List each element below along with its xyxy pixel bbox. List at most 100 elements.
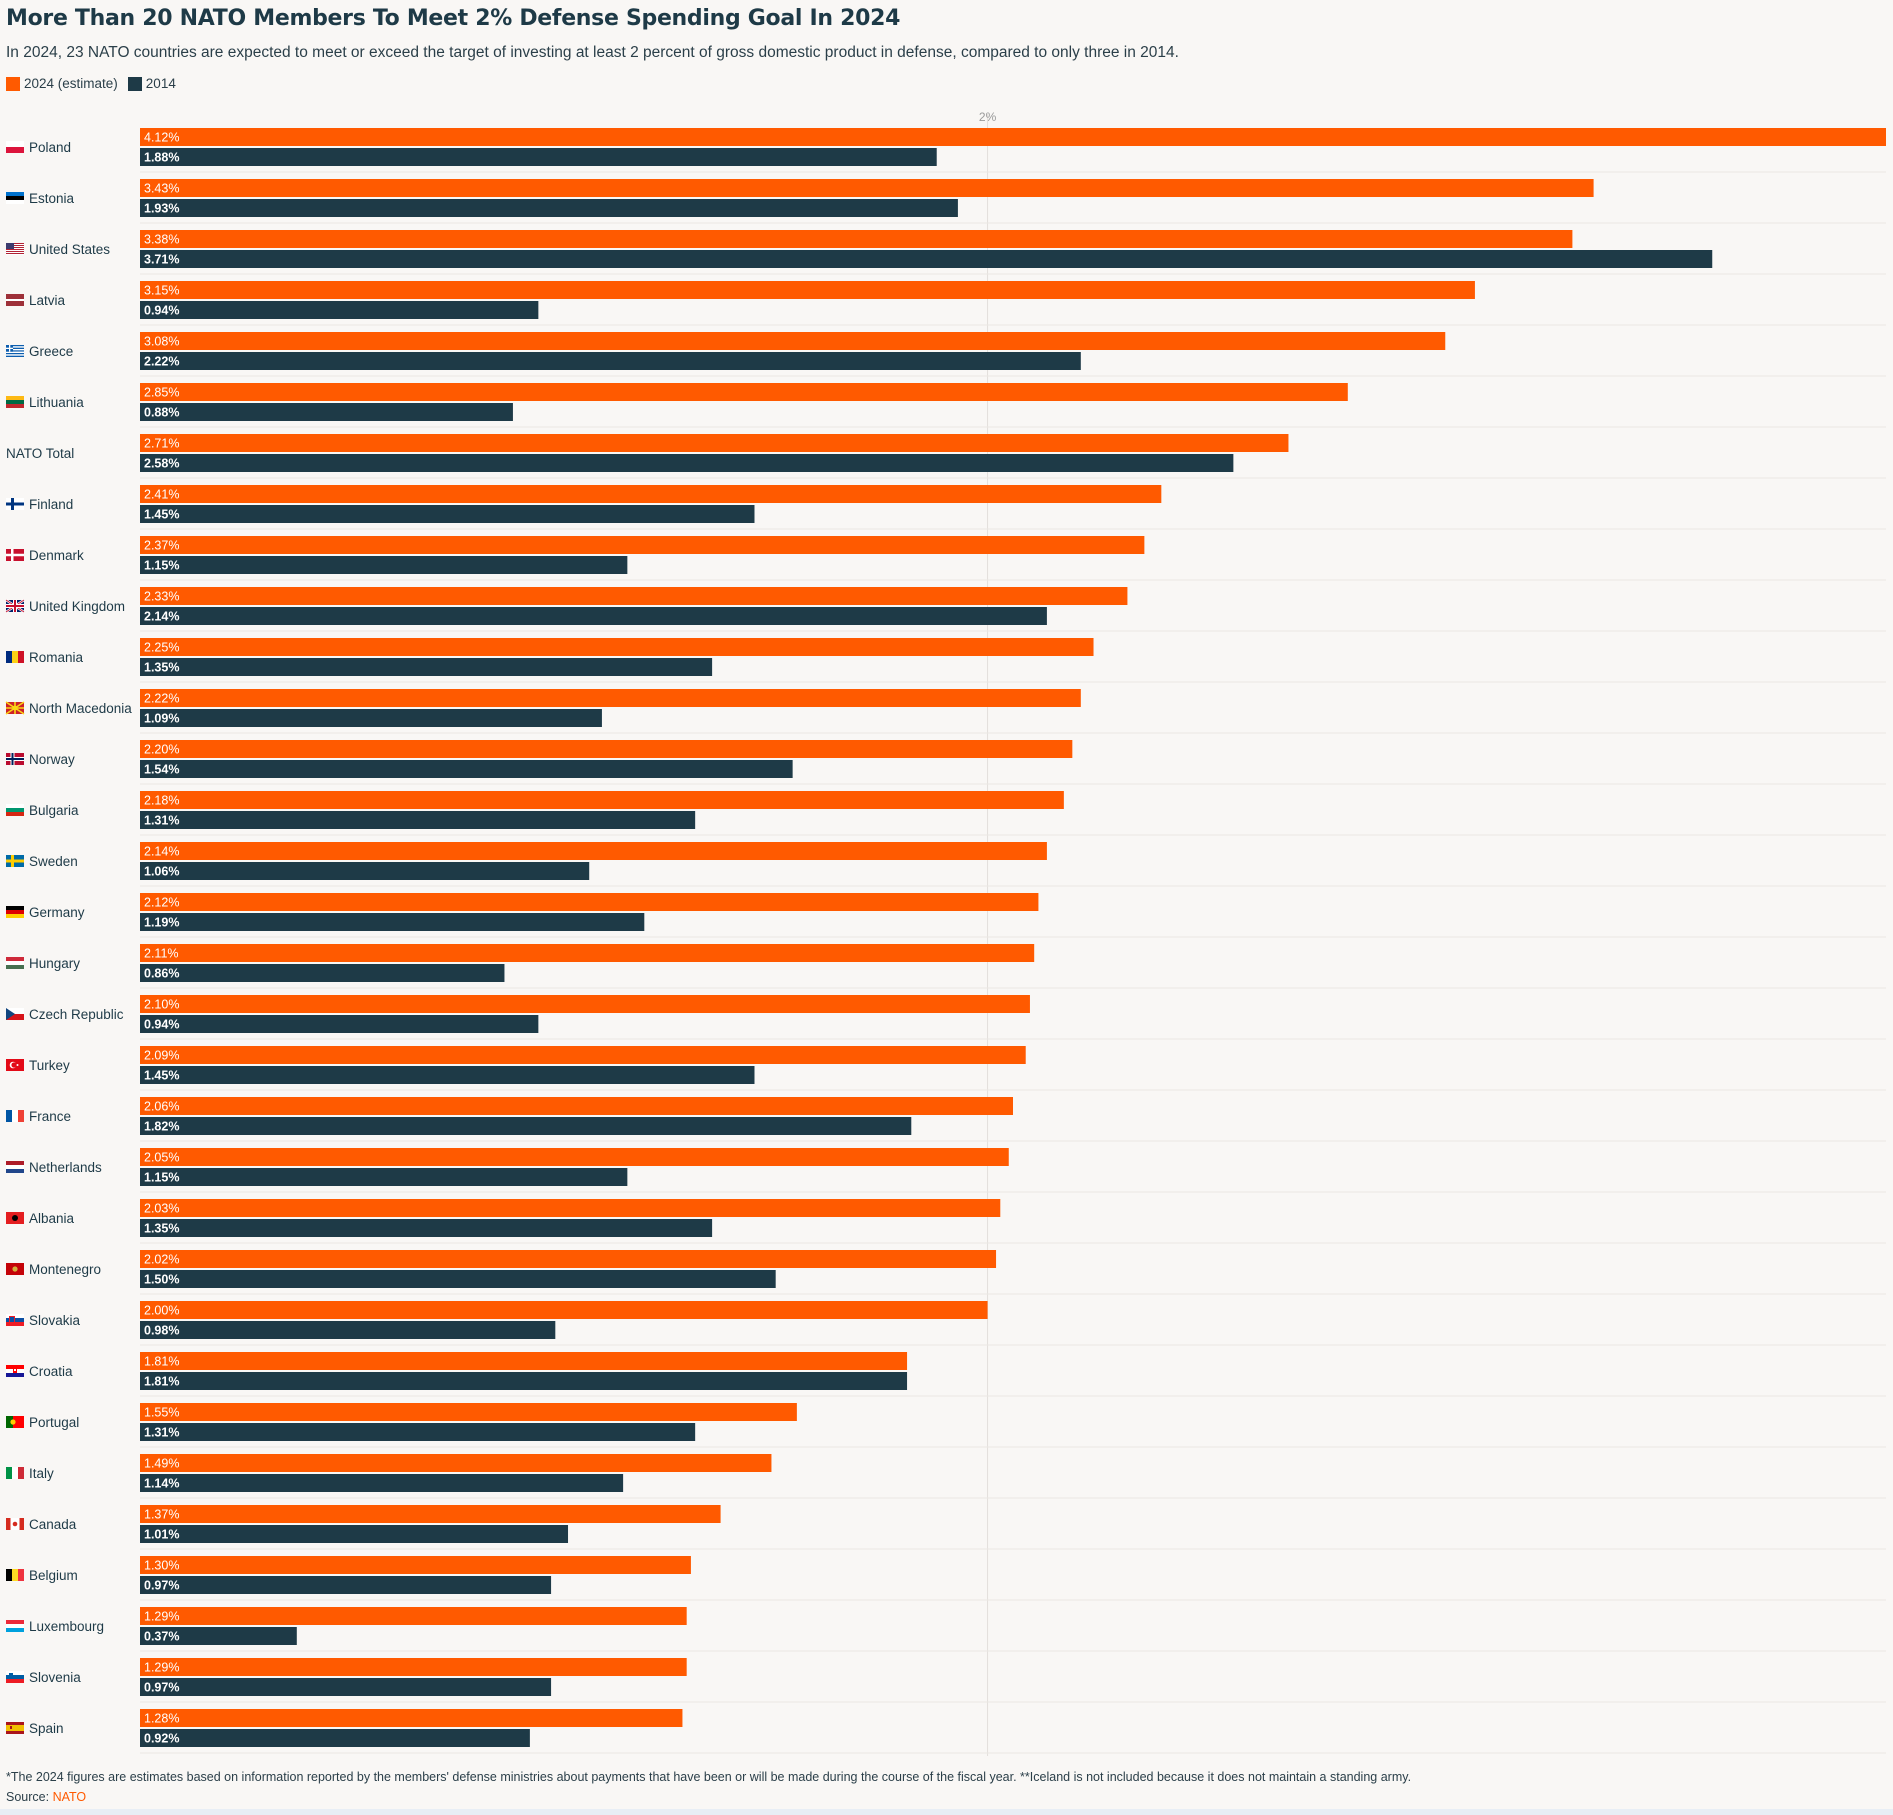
category-label-nato-total: NATO Total bbox=[6, 446, 74, 461]
bar-2014-luxembourg bbox=[140, 1627, 297, 1645]
data-label-2024-czech-republic: 2.10% bbox=[144, 998, 179, 1012]
bar-2014-finland bbox=[140, 505, 755, 523]
bottom-strip bbox=[0, 1809, 1893, 1815]
category-label-hungary: Hungary bbox=[29, 956, 80, 971]
reference-line-label: 2% bbox=[979, 110, 997, 124]
category-label-greece: Greece bbox=[29, 344, 73, 359]
bar-2014-sweden bbox=[140, 862, 590, 880]
category-label-united-kingdom: United Kingdom bbox=[29, 599, 125, 614]
united-states-flag-icon bbox=[6, 243, 24, 255]
bar-2014-portugal bbox=[140, 1423, 696, 1441]
data-label-2014-spain: 0.92% bbox=[144, 1732, 179, 1746]
bar-2024-hungary bbox=[140, 944, 1035, 962]
category-label-finland: Finland bbox=[29, 497, 73, 512]
data-label-2014-belgium: 0.97% bbox=[144, 1579, 179, 1593]
category-label-netherlands: Netherlands bbox=[29, 1160, 102, 1175]
north-macedonia-flag-icon bbox=[5, 701, 25, 715]
bar-2024-sweden bbox=[140, 842, 1047, 860]
bar-2024-portugal bbox=[140, 1403, 797, 1421]
data-label-2014-nato-total: 2.58% bbox=[144, 457, 179, 471]
category-label-united-states: United States bbox=[29, 242, 110, 257]
bar-2024-germany bbox=[140, 893, 1039, 911]
bar-2024-north-macedonia bbox=[140, 689, 1081, 707]
data-label-2014-czech-republic: 0.94% bbox=[144, 1018, 179, 1032]
netherlands-flag-icon bbox=[6, 1161, 24, 1173]
bar-2024-albania bbox=[140, 1199, 1001, 1217]
bar-2024-poland bbox=[140, 128, 1886, 146]
data-label-2014-denmark: 1.15% bbox=[144, 559, 179, 573]
bar-2024-france bbox=[140, 1097, 1013, 1115]
data-label-2024-lithuania: 2.85% bbox=[144, 386, 179, 400]
data-label-2024-slovenia: 1.29% bbox=[144, 1661, 179, 1675]
data-label-2024-united-kingdom: 2.33% bbox=[144, 590, 179, 604]
denmark-flag-icon bbox=[6, 549, 24, 561]
data-label-2024-united-states: 3.38% bbox=[144, 233, 179, 247]
bar-2014-netherlands bbox=[140, 1168, 628, 1186]
chart-subtitle: In 2024, 23 NATO countries are expected … bbox=[6, 44, 1179, 61]
bar-2024-greece bbox=[140, 332, 1446, 350]
france-flag-icon bbox=[6, 1110, 24, 1122]
bar-2024-italy bbox=[140, 1454, 772, 1472]
data-label-2024-portugal: 1.55% bbox=[144, 1406, 179, 1420]
bar-2014-turkey bbox=[140, 1066, 755, 1084]
data-label-2014-montenegro: 1.50% bbox=[144, 1273, 179, 1287]
bar-2014-estonia bbox=[140, 199, 958, 217]
footnote: *The 2024 figures are estimates based on… bbox=[6, 1770, 1412, 1784]
bar-2024-lithuania bbox=[140, 383, 1348, 401]
bar-2014-united-kingdom bbox=[140, 607, 1047, 625]
bar-2024-nato-total bbox=[140, 434, 1289, 452]
bar-2014-spain bbox=[140, 1729, 530, 1747]
bar-2024-estonia bbox=[140, 179, 1594, 197]
slovenia-flag-icon bbox=[6, 1671, 24, 1683]
belgium-flag-icon bbox=[6, 1569, 24, 1581]
data-label-2024-canada: 1.37% bbox=[144, 1508, 179, 1522]
data-label-2014-italy: 1.14% bbox=[144, 1477, 179, 1491]
bar-2014-hungary bbox=[140, 964, 505, 982]
canada-flag-icon bbox=[6, 1518, 24, 1530]
source-link[interactable]: NATO bbox=[52, 1790, 87, 1804]
bar-2014-canada bbox=[140, 1525, 569, 1543]
category-label-belgium: Belgium bbox=[29, 1568, 78, 1583]
data-label-2014-greece: 2.22% bbox=[144, 355, 179, 369]
bar-2014-czech-republic bbox=[140, 1015, 539, 1033]
data-label-2024-luxembourg: 1.29% bbox=[144, 1610, 179, 1624]
bar-2014-north-macedonia bbox=[140, 709, 602, 727]
legend-item-2024: 2024 (estimate) bbox=[6, 76, 118, 91]
source-prefix: Source: bbox=[6, 1790, 53, 1804]
bar-2014-denmark bbox=[140, 556, 628, 574]
bar-2024-croatia bbox=[140, 1352, 908, 1370]
bar-2024-canada bbox=[140, 1505, 721, 1523]
data-label-2024-greece: 3.08% bbox=[144, 335, 179, 349]
data-label-2024-slovakia: 2.00% bbox=[144, 1304, 179, 1318]
albania-flag-icon bbox=[6, 1212, 24, 1224]
bar-2024-turkey bbox=[140, 1046, 1026, 1064]
italy-flag-icon bbox=[6, 1467, 24, 1479]
legend-swatch-2014 bbox=[127, 76, 142, 91]
category-label-bulgaria: Bulgaria bbox=[29, 803, 79, 818]
source-line: Source: NATO bbox=[6, 1790, 86, 1804]
data-label-2014-canada: 1.01% bbox=[144, 1528, 179, 1542]
czech-republic-flag-icon bbox=[6, 1008, 24, 1020]
category-label-croatia: Croatia bbox=[29, 1364, 73, 1379]
data-label-2024-romania: 2.25% bbox=[144, 641, 179, 655]
data-label-2014-turkey: 1.45% bbox=[144, 1069, 179, 1083]
bar-2014-montenegro bbox=[140, 1270, 776, 1288]
bar-2014-france bbox=[140, 1117, 912, 1135]
sweden-flag-icon bbox=[6, 855, 24, 867]
montenegro-flag-icon bbox=[6, 1263, 24, 1275]
data-label-2024-bulgaria: 2.18% bbox=[144, 794, 179, 808]
category-label-slovakia: Slovakia bbox=[29, 1313, 81, 1328]
data-label-2024-france: 2.06% bbox=[144, 1100, 179, 1114]
data-label-2024-italy: 1.49% bbox=[144, 1457, 179, 1471]
bar-2024-spain bbox=[140, 1709, 683, 1727]
bar-2024-norway bbox=[140, 740, 1073, 758]
data-label-2014-united-states: 3.71% bbox=[144, 253, 179, 267]
bar-2014-united-states bbox=[140, 250, 1713, 268]
data-label-2014-poland: 1.88% bbox=[144, 151, 179, 165]
bar-2024-belgium bbox=[140, 1556, 691, 1574]
category-label-romania: Romania bbox=[29, 650, 84, 665]
category-label-spain: Spain bbox=[29, 1721, 64, 1736]
data-label-2024-hungary: 2.11% bbox=[144, 947, 179, 961]
bar-2024-slovakia bbox=[140, 1301, 988, 1319]
data-label-2024-belgium: 1.30% bbox=[144, 1559, 179, 1573]
